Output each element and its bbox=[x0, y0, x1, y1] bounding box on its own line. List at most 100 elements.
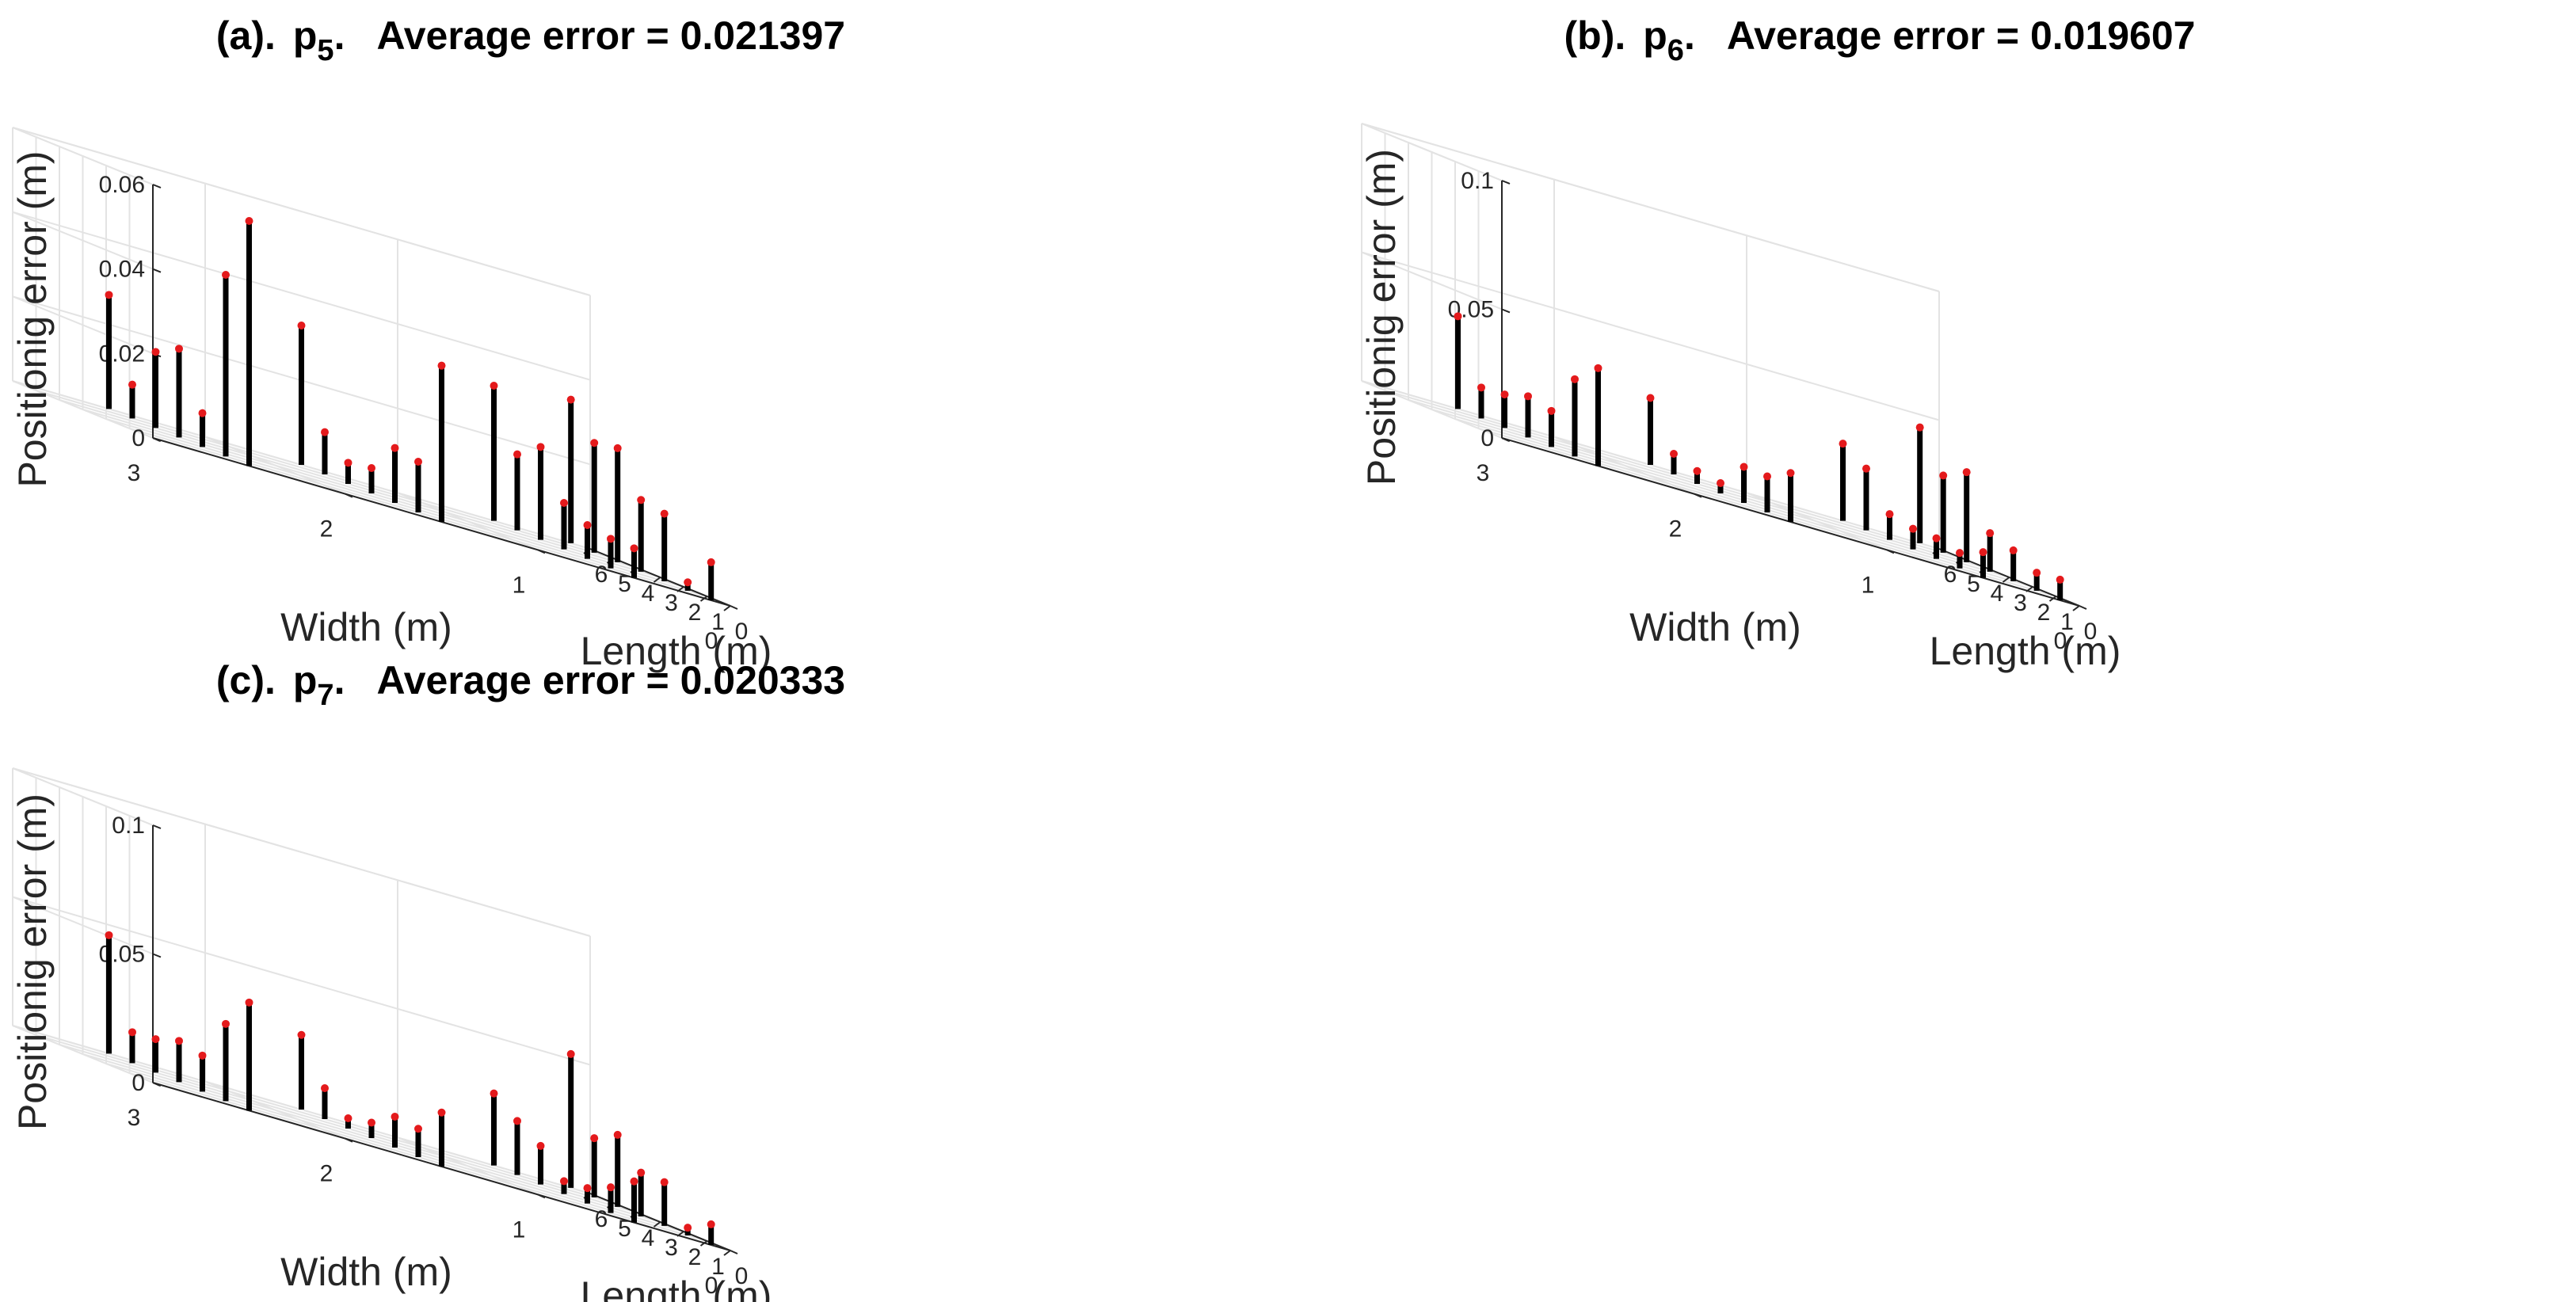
z-tick bbox=[1501, 437, 1511, 442]
stem-marker bbox=[1571, 375, 1579, 383]
stem-marker bbox=[1786, 469, 1795, 478]
stem-marker bbox=[1862, 464, 1870, 473]
side-grid-top bbox=[12, 767, 591, 937]
z-tick-label: 0.06 bbox=[99, 172, 145, 198]
wall-grid-top bbox=[1361, 123, 1503, 181]
wall-grid-horizontal bbox=[12, 896, 154, 955]
stem-marker bbox=[368, 464, 375, 472]
x-tick-label: 2 bbox=[688, 1244, 702, 1270]
x-tick-label: 4 bbox=[642, 581, 655, 607]
stem-marker bbox=[513, 1117, 521, 1125]
y-axis-label: Width (m) bbox=[1629, 605, 1801, 649]
y-tick-label: 2 bbox=[1669, 516, 1682, 542]
y-tick-label: 3 bbox=[128, 1105, 141, 1131]
z-tick bbox=[152, 953, 162, 958]
side-grid-horizontal bbox=[1361, 251, 1940, 421]
wall-grid-horizontal bbox=[12, 380, 154, 439]
stem-marker bbox=[560, 1177, 568, 1186]
stem-marker bbox=[344, 1114, 352, 1122]
stem-marker bbox=[245, 217, 253, 225]
x-tick-label: 5 bbox=[618, 571, 631, 597]
stem-marker bbox=[414, 458, 422, 466]
stem-marker bbox=[560, 499, 568, 507]
title-metric-value: 0.020333 bbox=[680, 658, 846, 702]
z-tick bbox=[152, 184, 162, 188]
stem-marker bbox=[245, 998, 253, 1007]
stem-marker bbox=[607, 535, 615, 543]
z-tick bbox=[152, 268, 162, 273]
stem-marker bbox=[128, 380, 136, 389]
stem-marker bbox=[1885, 510, 1894, 519]
z-tick-label: 0.1 bbox=[112, 813, 145, 839]
x-tick-label: 3 bbox=[665, 1235, 678, 1261]
grid bbox=[1361, 123, 2080, 607]
wall-grid-top bbox=[12, 127, 154, 185]
y-tick bbox=[730, 605, 738, 610]
title-metric-value: 0.019607 bbox=[2030, 13, 2196, 58]
z-tick-label: 0.02 bbox=[99, 341, 145, 367]
x-tick bbox=[699, 1240, 708, 1247]
wall-grid-top bbox=[12, 767, 154, 826]
stem-marker bbox=[707, 558, 715, 566]
z-tick-label: 0.04 bbox=[99, 257, 145, 283]
x-tick bbox=[2002, 577, 2010, 583]
title-dot: . bbox=[334, 658, 345, 702]
y-tick-label: 2 bbox=[320, 516, 333, 542]
x-axis-label: Length (m) bbox=[581, 1273, 772, 1302]
stem-marker bbox=[660, 509, 669, 518]
stem-marker bbox=[490, 1089, 498, 1098]
x-tick-label: 5 bbox=[1967, 571, 1980, 597]
stem-marker bbox=[151, 348, 160, 356]
z-axis-label: Positionig error (m) bbox=[10, 150, 55, 487]
title-metric-value: 0.021397 bbox=[680, 13, 846, 58]
side-grid-horizontal bbox=[12, 896, 591, 1066]
title-dot: . bbox=[1684, 13, 1695, 58]
x-tick-label: 3 bbox=[2014, 590, 2027, 616]
z-tick-label: 0.1 bbox=[1461, 168, 1494, 194]
stem-marker bbox=[1524, 392, 1532, 401]
x-tick bbox=[2025, 586, 2033, 592]
wall-grid-horizontal bbox=[1361, 251, 1503, 310]
stem-marker bbox=[1932, 534, 1941, 542]
stem-marker bbox=[566, 395, 575, 404]
y-tick bbox=[537, 549, 546, 554]
z-tick-label: 0.05 bbox=[1448, 297, 1494, 323]
y-tick-label: 2 bbox=[320, 1161, 333, 1187]
side-grid-horizontal bbox=[12, 211, 591, 381]
x-tick-label: 0 bbox=[2084, 619, 2098, 645]
x-tick-label: 4 bbox=[1991, 581, 2004, 607]
title-param-sub: 5 bbox=[317, 34, 333, 67]
x-tick-label: 2 bbox=[2037, 600, 2051, 626]
stem-marker bbox=[175, 345, 183, 353]
stem-marker bbox=[1547, 406, 1556, 415]
z-tick bbox=[1501, 308, 1511, 314]
z-axis-label: Positionig error (m) bbox=[10, 794, 55, 1130]
stem-marker bbox=[660, 1178, 669, 1186]
chart-title: (a). p5. Average error = 0.021397 bbox=[216, 13, 845, 67]
y-tick bbox=[537, 1194, 546, 1199]
stem-marker bbox=[1986, 529, 1995, 538]
z-tick-label: 0 bbox=[1480, 425, 1494, 451]
x-tick-label: 1 bbox=[2060, 609, 2074, 635]
y-tick bbox=[730, 1250, 738, 1254]
y-tick-label: 1 bbox=[1862, 572, 1875, 598]
stems bbox=[1454, 312, 2064, 600]
stem-marker bbox=[630, 544, 638, 553]
stem-marker bbox=[321, 1084, 329, 1092]
stem-marker bbox=[1670, 450, 1678, 458]
stem-marker bbox=[1909, 524, 1917, 533]
title-dot: . bbox=[334, 13, 345, 58]
stem-marker bbox=[630, 1177, 638, 1186]
x-tick bbox=[2072, 605, 2080, 611]
stem-marker bbox=[128, 1028, 136, 1037]
stem-marker bbox=[297, 322, 306, 329]
title-panel: (b). bbox=[1564, 13, 1626, 58]
x-tick bbox=[653, 577, 661, 583]
wall-grid-horizontal bbox=[1361, 380, 1503, 439]
stem-marker bbox=[344, 459, 352, 467]
stem-marker bbox=[1477, 383, 1485, 392]
z-tick bbox=[152, 824, 162, 829]
z-tick bbox=[1501, 180, 1511, 185]
